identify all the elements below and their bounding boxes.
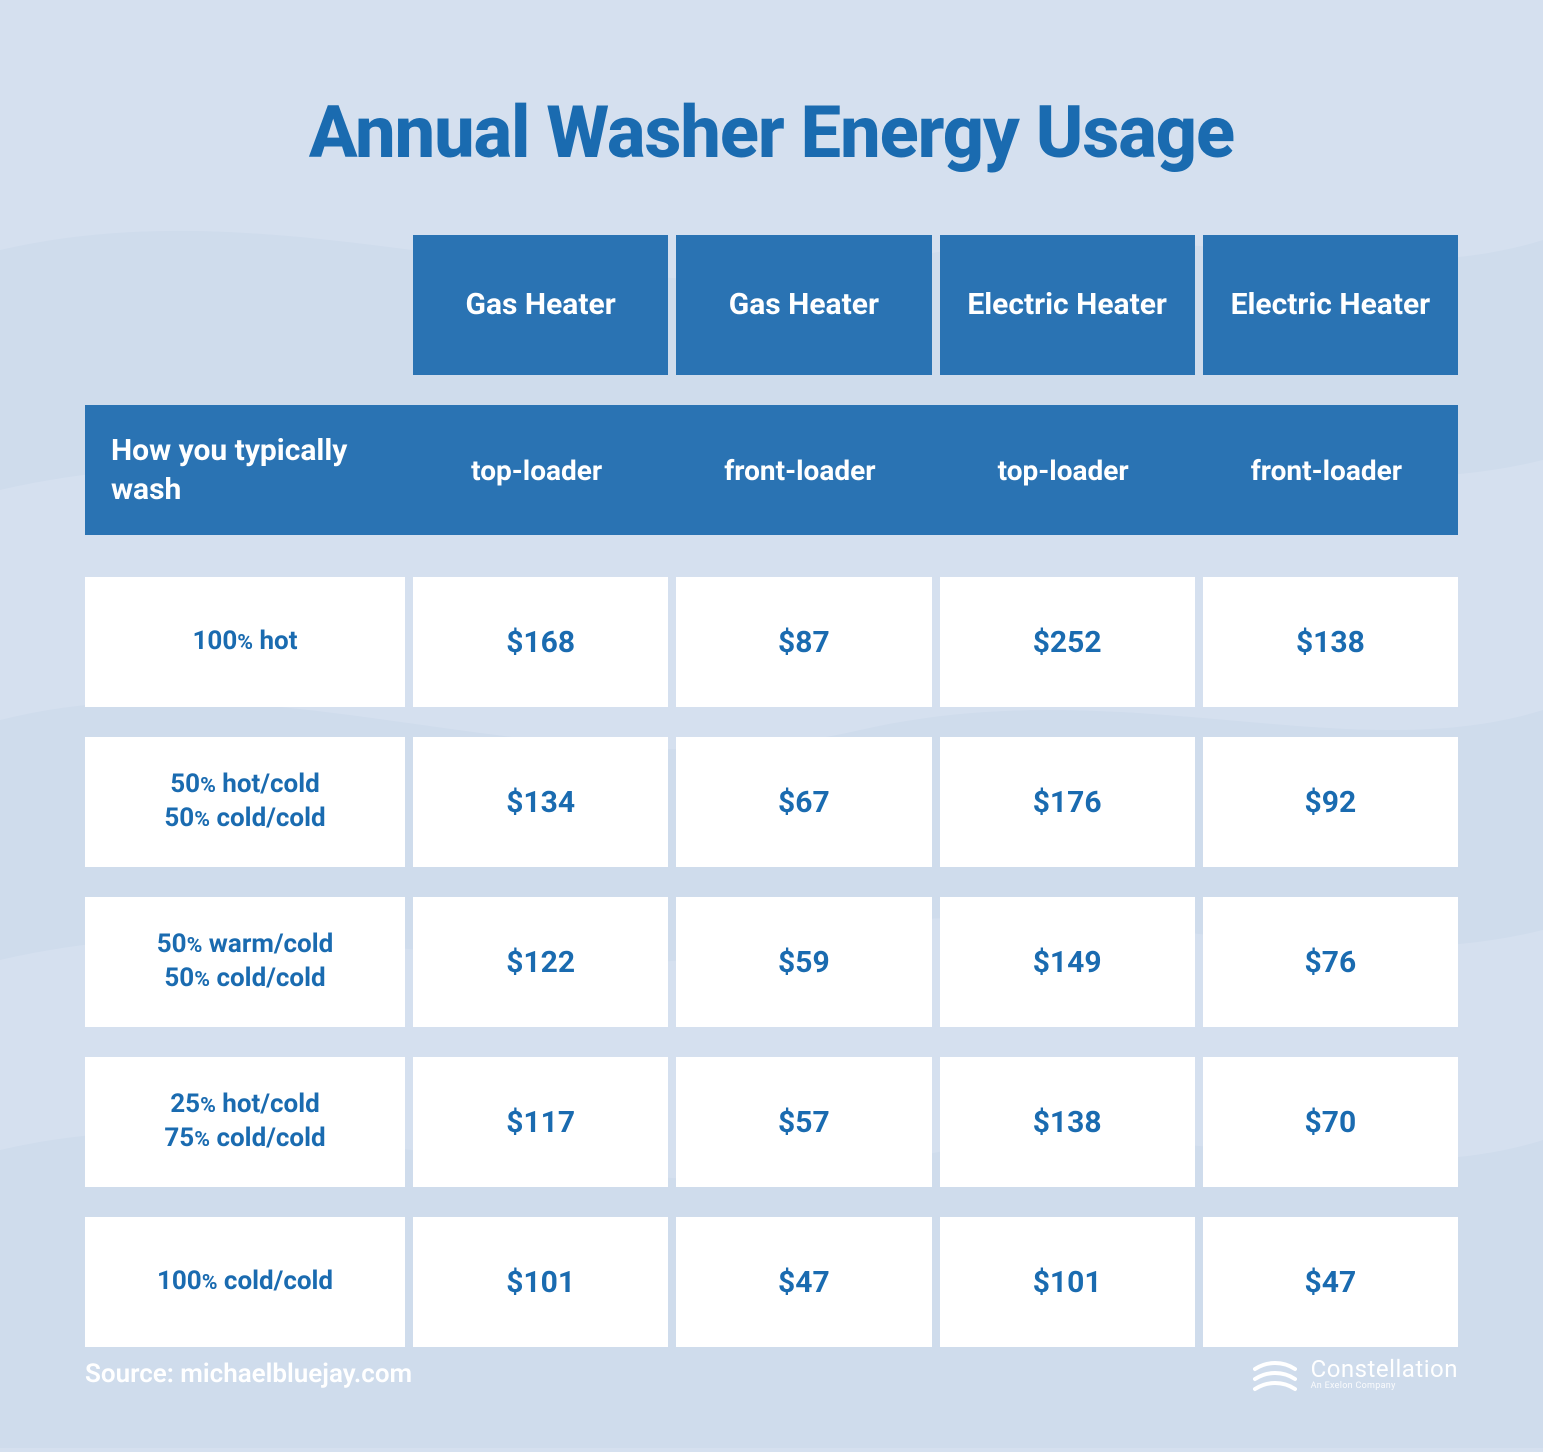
value-cell: $252 <box>940 577 1195 707</box>
brand-subtitle: An Exelon Company <box>1311 1382 1458 1391</box>
value-cell: $67 <box>676 737 931 867</box>
value-cell: $176 <box>940 737 1195 867</box>
value-cell: $47 <box>1203 1217 1458 1347</box>
value-cell: $101 <box>413 1217 668 1347</box>
value-cell: $122 <box>413 897 668 1027</box>
col-header-electric-top: Electric Heater <box>940 235 1195 375</box>
value-cell: $101 <box>940 1217 1195 1347</box>
table-row: 50% hot/cold50% cold/cold$134$67$176$92 <box>85 737 1458 867</box>
value-cell: $149 <box>940 897 1195 1027</box>
value-cell: $70 <box>1203 1057 1458 1187</box>
sub-header-1: front-loader <box>668 454 931 487</box>
constellation-icon <box>1253 1355 1297 1393</box>
value-cell: $117 <box>413 1057 668 1187</box>
source-text: Source: michaelbluejay.com <box>85 1359 412 1389</box>
value-cell: $168 <box>413 577 668 707</box>
value-cell: $76 <box>1203 897 1458 1027</box>
col-header-gas-front: Gas Heater <box>676 235 931 375</box>
value-cell: $57 <box>676 1057 931 1187</box>
col-header-electric-front: Electric Heater <box>1203 235 1458 375</box>
table-header-heater-type: Gas Heater Gas Heater Electric Heater El… <box>85 235 1458 375</box>
footer: Source: michaelbluejay.com Constellation… <box>85 1355 1458 1393</box>
table-row: 50% warm/cold50% cold/cold$122$59$149$76 <box>85 897 1458 1027</box>
table-row: 100% cold/cold$101$47$101$47 <box>85 1217 1458 1347</box>
energy-table: Gas Heater Gas Heater Electric Heater El… <box>85 235 1458 1347</box>
value-cell: $47 <box>676 1217 931 1347</box>
row-label: 25% hot/cold75% cold/cold <box>85 1057 405 1187</box>
infographic-container: Annual Washer Energy Usage Gas Heater Ga… <box>0 0 1543 1397</box>
row-label-header: How you typically wash <box>85 431 405 509</box>
row-label: 50% warm/cold50% cold/cold <box>85 897 405 1027</box>
value-cell: $138 <box>1203 577 1458 707</box>
value-cell: $92 <box>1203 737 1458 867</box>
brand-name: Constellation <box>1311 1357 1458 1382</box>
table-row: 100% hot$168$87$252$138 <box>85 577 1458 707</box>
value-cell: $138 <box>940 1057 1195 1187</box>
row-label: 50% hot/cold50% cold/cold <box>85 737 405 867</box>
brand-logo: Constellation An Exelon Company <box>1253 1355 1458 1393</box>
sub-header-0: top-loader <box>405 454 668 487</box>
header-spacer <box>85 235 405 375</box>
sub-header-2: top-loader <box>932 454 1195 487</box>
value-cell: $87 <box>676 577 931 707</box>
table-row: 25% hot/cold75% cold/cold$117$57$138$70 <box>85 1057 1458 1187</box>
value-cell: $59 <box>676 897 931 1027</box>
sub-header-3: front-loader <box>1195 454 1458 487</box>
page-title: Annual Washer Energy Usage <box>85 90 1458 175</box>
col-header-gas-top: Gas Heater <box>413 235 668 375</box>
row-label: 100% cold/cold <box>85 1217 405 1347</box>
row-label: 100% hot <box>85 577 405 707</box>
value-cell: $134 <box>413 737 668 867</box>
table-header-loader-type: How you typically wash top-loader front-… <box>85 405 1458 535</box>
